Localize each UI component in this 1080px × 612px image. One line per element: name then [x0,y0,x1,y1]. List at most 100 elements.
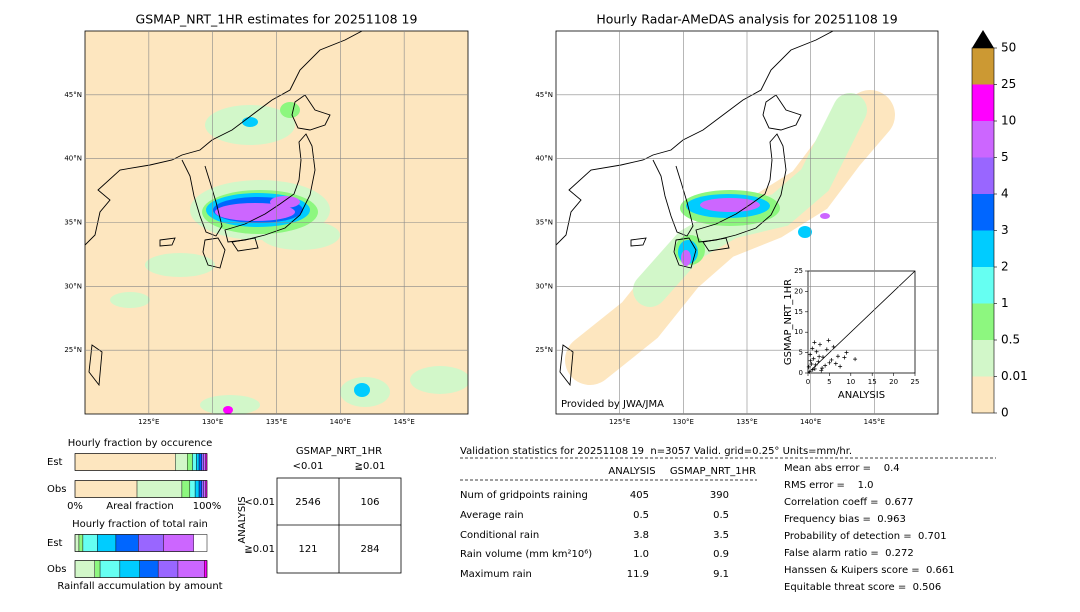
colorbar-label: 0.01 [1001,369,1028,383]
colorbar-band [972,376,994,413]
lon-label: 145°E [394,418,415,426]
colorbar-label: 50 [1001,41,1016,55]
lat-label: 35°N [535,219,553,227]
scatter-point [826,338,831,343]
fraction-segment [189,480,196,498]
lon-label: 130°E [202,418,223,426]
fraction-segment [74,453,176,471]
bar-frame [74,534,208,552]
fraction-segment [175,453,188,471]
colorbar-band [972,340,994,377]
row-label: Obs [47,484,66,495]
fraction-segment [201,453,204,471]
colorbar-extend [972,30,994,48]
lat-label: 30°N [64,282,82,290]
scatter-point [819,368,824,373]
stat-label: Average rain [460,510,524,521]
fraction-segment [194,480,200,498]
fraction-title: Hourly fraction of total rain [72,519,208,530]
fraction-segment [78,534,84,552]
cell: 106 [360,497,379,508]
scatter-point [807,369,812,374]
colorbar-band [972,194,994,231]
map-title: Hourly Radar-AMeDAS analysis for 2025110… [596,12,897,27]
stat-label: Maximum rain [460,569,532,580]
lon-label: 145°E [864,418,885,426]
scatter-point [811,356,816,361]
left-map [85,31,468,414]
scatter-point [812,340,817,345]
fraction-segment [138,534,164,552]
bar-frame [74,480,208,498]
fraction-segment [163,534,195,552]
lat-label: 45°N [535,91,553,99]
stat-label: Conditional rain [460,530,539,541]
colorbar-band [972,48,994,85]
scatter-point [809,362,814,367]
cell: 121 [298,544,317,555]
x-tick-label: 100% [193,501,222,512]
y-tick-label: 10 [794,328,803,336]
fraction-segment [119,560,140,578]
col-label: <0.01 [293,461,324,472]
fraction-segment [181,480,191,498]
cell: 2546 [295,497,320,508]
y-tick-label: 25 [794,267,803,275]
lat-label: 25°N [64,346,82,354]
y-tick-label: 5 [799,349,803,357]
fraction-segment [82,534,98,552]
row-label: <0.01 [244,497,275,508]
lat-label: 30°N [535,282,553,290]
x-tick-label: 0 [806,378,810,386]
fraction-segment [186,453,193,471]
score: Hanssen & Kuipers score = 0.661 [784,565,955,576]
scatter-point [816,359,821,364]
colorbar-label: 1 [1001,296,1009,310]
lon-label: 140°E [330,418,351,426]
scatter-point [824,347,829,352]
scatter-point [820,366,825,371]
colorbar-label: 0 [1001,406,1009,420]
scatter-point [814,349,819,354]
scatter-point [842,355,847,360]
score: Frequency bias = 0.963 [784,514,906,525]
scatter-point [853,357,858,362]
x-axis-label: ANALYSIS [838,390,885,401]
fraction-segment [97,534,117,552]
score: RMS error = 1.0 [784,480,874,491]
fraction-segment [74,480,138,498]
validation-header: Validation statistics for 20251108 19 n=… [460,446,852,457]
lat-label: 35°N [64,219,82,227]
fraction-segment [204,560,208,578]
fraction-segment [99,560,121,578]
fraction-segment [198,480,202,498]
lon-label: 125°E [609,418,630,426]
x-tick-label: 10 [846,378,855,386]
contingency-grid [276,477,402,574]
stat-value: 405 [630,490,649,501]
row-label: Est [47,538,63,549]
y-axis-label: GSMAP_NRT_1HR [783,279,794,365]
fraction-segment [94,560,101,578]
lat-label: 25°N [535,346,553,354]
stat-value: 0.5 [713,510,729,521]
x-axis-label: Rainfall accumulation by amount [57,581,222,592]
fraction-segment [136,480,183,498]
stat-value: 9.1 [713,569,729,580]
fraction-segment [201,480,204,498]
row-title: ANALYSIS [237,496,248,543]
x-tick-label: 20 [889,378,898,386]
scatter-point [808,358,813,363]
scatter-point [844,350,849,355]
colorbar-label: 5 [1001,150,1009,164]
scatter-point [813,362,818,367]
scatter-point [820,355,825,360]
scatter-point [806,364,811,369]
scatter-point [831,344,836,349]
identity-line [807,270,916,374]
column-header: GSMAP_NRT_1HR [670,466,756,477]
colorbar-band [972,84,994,121]
fraction-segment [139,560,159,578]
